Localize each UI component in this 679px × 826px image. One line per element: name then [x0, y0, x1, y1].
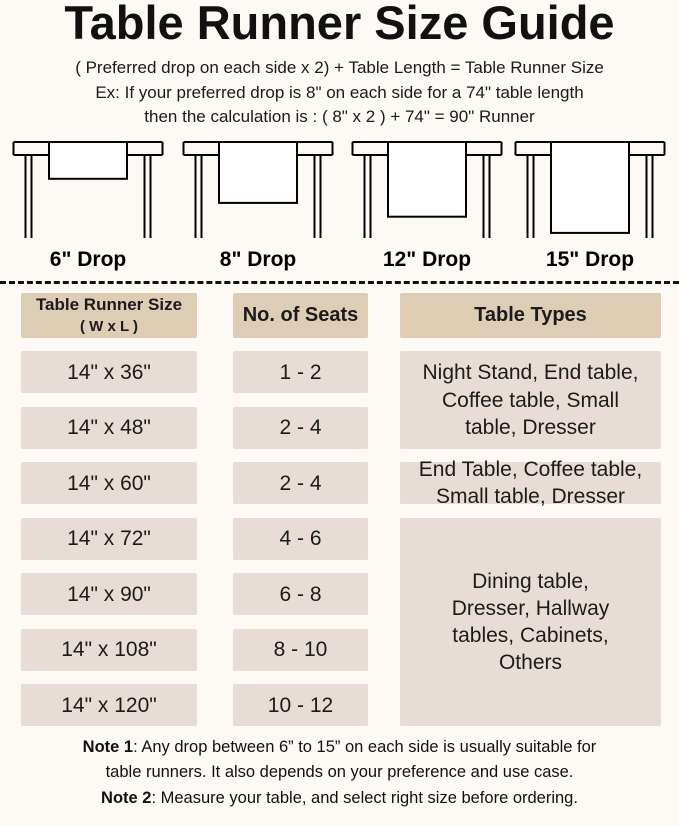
- svg-text:12" Drop: 12" Drop: [383, 248, 471, 271]
- svg-text:15" Drop: 15" Drop: [546, 248, 634, 271]
- svg-text:8" Drop: 8" Drop: [220, 248, 296, 271]
- svg-text:6" Drop: 6" Drop: [50, 248, 126, 271]
